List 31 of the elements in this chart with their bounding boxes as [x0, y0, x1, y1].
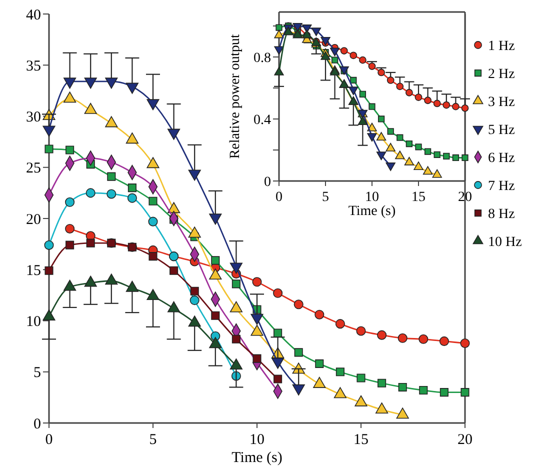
y-tick-label: 40 [26, 7, 41, 24]
x-axis-title: Time (s) [348, 204, 396, 219]
x-tick-label: 0 [276, 190, 282, 205]
y-axis-title: Relative power output [228, 34, 243, 159]
legend-label: 2 Hz [488, 66, 515, 82]
x-tick-label: 20 [458, 432, 472, 448]
legend-label: 8 Hz [488, 206, 515, 222]
legend-label: 7 Hz [488, 178, 515, 194]
y-tick-label: 5 [34, 365, 41, 382]
legend-label: 10 Hz [488, 234, 522, 250]
legend-label: 3 Hz [488, 94, 515, 110]
y-tick-label: 10 [26, 314, 41, 330]
x-tick-label: 0 [45, 432, 53, 448]
x-tick-label: 10 [365, 190, 379, 205]
x-axis-title: Time (s) [232, 450, 282, 466]
y-tick-label: 0 [264, 174, 271, 190]
y-tick-label: 20 [26, 212, 41, 228]
x-tick-label: 15 [412, 190, 426, 205]
x-tick-label: 5 [322, 190, 329, 205]
legend-label: 6 Hz [488, 150, 515, 166]
y-tick-label: 30 [26, 110, 41, 126]
y-tick-label: 0.4 [254, 112, 271, 128]
y-tick-label: 15 [26, 262, 41, 279]
x-tick-label: 5 [149, 432, 157, 448]
y-tick-label: 0 [34, 416, 41, 432]
y-tick-label: 25 [26, 160, 41, 177]
legend-label: 5 Hz [488, 122, 515, 138]
y-tick-label: 35 [26, 58, 41, 74]
y-tick-label: 0.8 [254, 50, 271, 66]
x-tick-label: 15 [354, 432, 368, 448]
legend-label: 1 Hz [488, 38, 515, 54]
